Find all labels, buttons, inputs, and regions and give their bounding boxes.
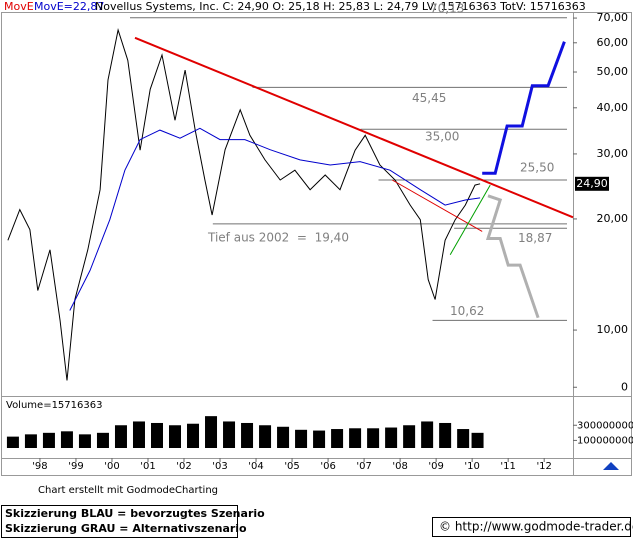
x-tick-label: '08: [392, 461, 407, 472]
level-label: 70,13: [430, 1, 464, 15]
volume-bar: [385, 427, 398, 448]
url-box: [432, 517, 631, 537]
volume-bar: [241, 422, 254, 448]
x-tick-label: '98: [32, 461, 47, 472]
volume-bar: [331, 429, 344, 448]
volume-bar: [187, 423, 200, 448]
volume-bar: [313, 430, 326, 448]
volume-title: Volume=15716363: [6, 400, 102, 411]
drawing-line: [391, 179, 483, 232]
y-tick-label: 40,00: [597, 101, 629, 114]
volume-bar: [24, 434, 37, 448]
url: © http://www.godmode-trader.de: [439, 520, 633, 534]
volume-bar: [349, 428, 362, 448]
volume-bar: [457, 429, 470, 448]
note: Skizzierung GRAU = Alternativszenario: [5, 522, 247, 535]
y-tick-label: 60,00: [597, 36, 629, 49]
volume-bar: [367, 428, 380, 448]
volume-bar: [169, 425, 182, 448]
credit: Chart erstellt mit GodmodeCharting: [38, 485, 218, 496]
y-tick-label: 300000000: [577, 420, 633, 431]
y-tick-label: 0: [621, 380, 628, 393]
drawing-line: [134, 36, 574, 219]
level-label: 18,87: [518, 231, 552, 245]
y-tick-label: 50,00: [597, 65, 629, 78]
level-label: 35,00: [425, 130, 459, 144]
volume-bar: [421, 421, 434, 448]
x-tick-label: '05: [284, 461, 299, 472]
y-tick-label: 10,00: [597, 323, 629, 336]
note: Skizzierung BLAU = bevorzugtes Szenario: [5, 507, 265, 520]
volume-bar: [132, 421, 145, 448]
y-tick-label: 20,00: [597, 212, 629, 225]
x-tick-label: '07: [356, 461, 371, 472]
volume-bar: [205, 416, 218, 448]
y-tick-label: 100000000: [577, 435, 633, 446]
header-ma-value: MovE=22,87: [34, 0, 104, 13]
volume-bar: [96, 432, 109, 448]
level-label: 45,45: [412, 91, 446, 105]
level-label: 25,50: [520, 160, 554, 174]
x-tick-label: '01: [140, 461, 155, 472]
x-tick-label: '10: [464, 461, 479, 472]
drawing-line: [482, 41, 566, 175]
volume-bar: [277, 426, 290, 448]
volume-bar: [150, 422, 163, 448]
volume-bar: [6, 436, 19, 448]
x-tick-label: '04: [248, 461, 263, 472]
volume-bar: [439, 422, 452, 448]
volume-bar: [295, 429, 308, 448]
volume-bar: [78, 434, 91, 448]
x-axis-frame: [1, 458, 632, 476]
level-label: 10,62: [450, 304, 484, 318]
y-tick-label: 70,00: [597, 11, 629, 24]
volume-bar: [403, 425, 416, 448]
volume-bar: [471, 432, 484, 448]
x-tick-label: '99: [68, 461, 83, 472]
header-info: Novellus Systems, Inc. C: 24,90 O: 25,18…: [95, 0, 586, 13]
drawing-line: [485, 194, 540, 319]
header-ma: MovE: [4, 0, 34, 13]
logo-icon: [603, 462, 619, 470]
y-tick-label: 30,00: [597, 147, 629, 160]
last-price-label: 24,90: [576, 177, 608, 190]
drawing-line: [449, 184, 491, 255]
volume-bar: [42, 432, 55, 448]
x-tick-label: '06: [320, 461, 335, 472]
x-tick-label: '09: [428, 461, 443, 472]
x-tick-label: '00: [104, 461, 119, 472]
last-price-box: [575, 176, 609, 191]
volume-bar: [223, 421, 236, 448]
x-tick-label: '12: [536, 461, 551, 472]
volume-bar: [114, 425, 127, 448]
x-tick-label: '03: [212, 461, 227, 472]
level-label: Tief aus 2002 = 19,40: [207, 230, 349, 244]
x-tick-label: '11: [500, 461, 515, 472]
legend-box: [1, 505, 238, 538]
volume-bar: [60, 431, 73, 448]
price-line: [69, 127, 481, 311]
volume-bar: [259, 425, 272, 448]
x-tick-label: '02: [176, 461, 191, 472]
